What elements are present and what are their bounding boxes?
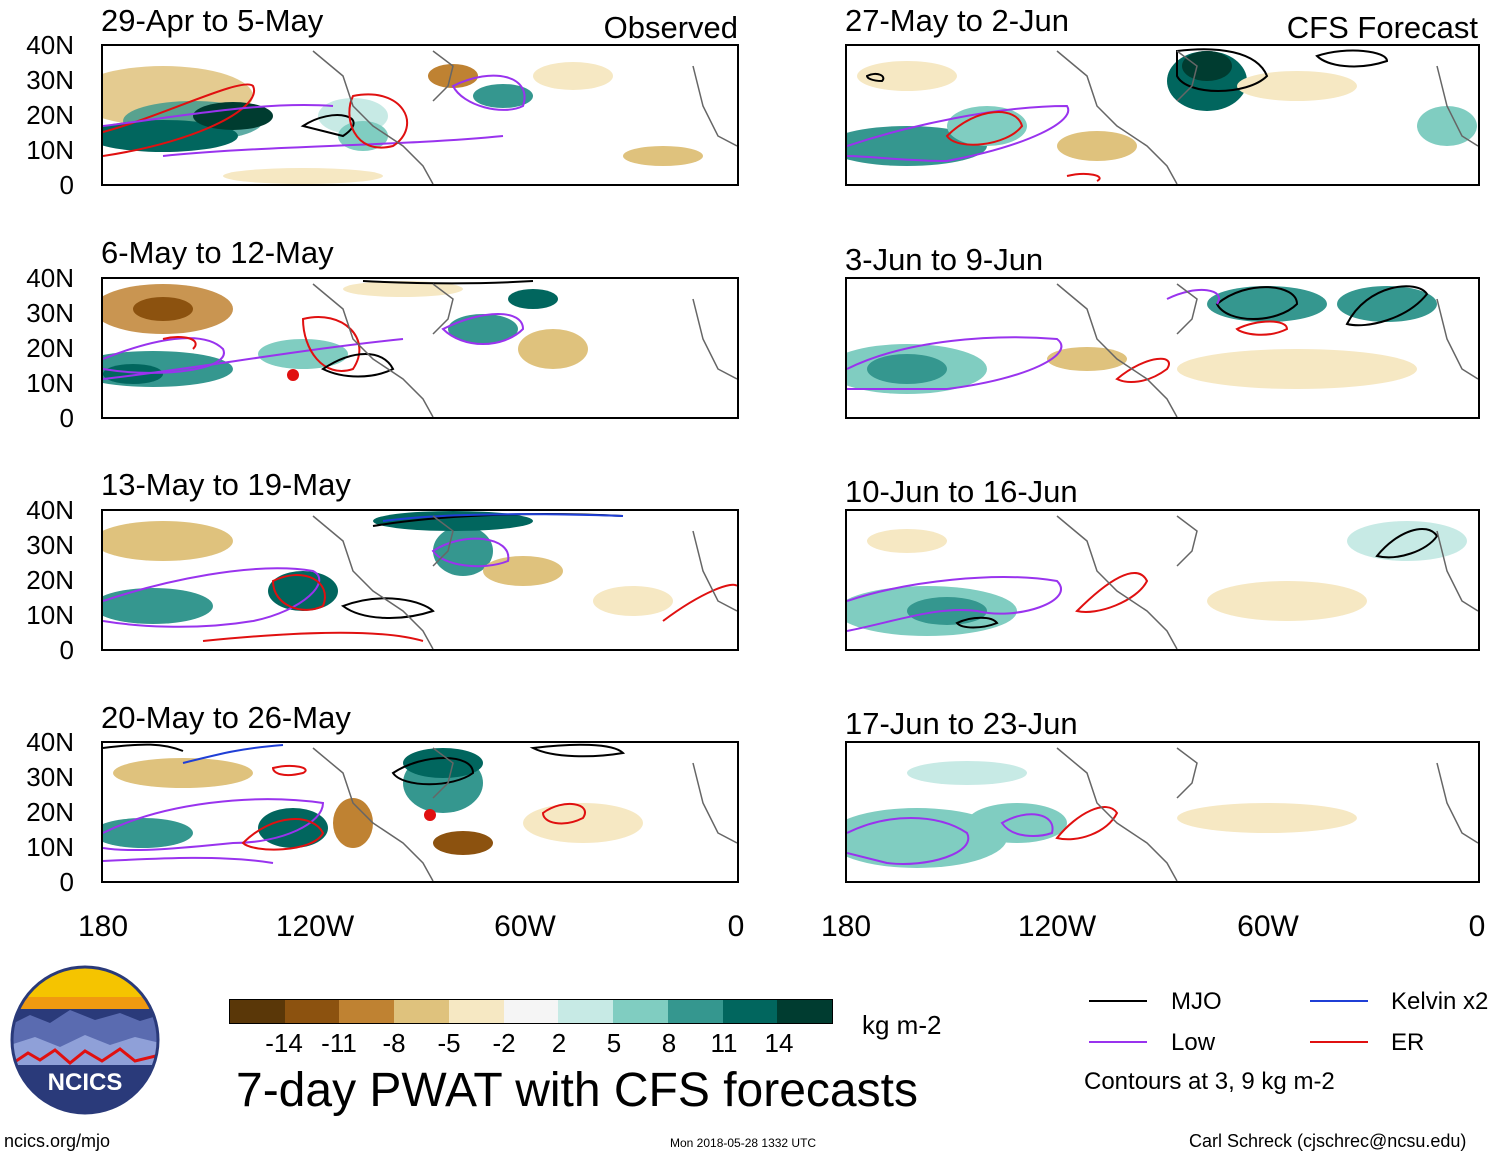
panel-title: 13-May to 19-May — [101, 467, 351, 502]
map-area — [845, 509, 1480, 651]
x-tick: 120W — [275, 910, 355, 943]
forecast-heading: CFS Forecast — [1286, 10, 1478, 45]
legend-line-low — [1089, 1041, 1147, 1043]
y-tick: 0 — [59, 635, 74, 665]
y-tick: 30N — [26, 530, 74, 560]
y-tick: 0 — [59, 170, 74, 200]
observed-heading: Observed — [603, 10, 738, 45]
colorbar-tick: 11 — [710, 1028, 738, 1058]
x-tick: 0 — [1468, 910, 1486, 943]
x-tick: 180 — [820, 910, 872, 943]
y-tick: 20N — [26, 797, 74, 827]
y-tick: 20N — [26, 333, 74, 363]
ncics-logo: NCICS — [10, 965, 160, 1115]
x-tick: 120W — [1017, 910, 1097, 943]
y-tick: 30N — [26, 65, 74, 95]
legend-line-kelvin — [1310, 1000, 1368, 1002]
colorbar-swatch — [284, 1000, 340, 1023]
map-area — [101, 741, 739, 883]
map-area — [101, 509, 739, 651]
panel-title: 20-May to 26-May — [101, 700, 351, 735]
colorbar-tick: -14 — [265, 1028, 303, 1058]
logo-text: NCICS — [48, 1069, 123, 1096]
colorbar-tick: 14 — [764, 1028, 794, 1058]
map-area — [845, 741, 1480, 883]
y-tick: 40N — [26, 30, 74, 60]
y-tick: 10N — [26, 135, 74, 165]
map-area — [845, 277, 1480, 419]
footer-website[interactable]: ncics.org/mjo — [4, 1131, 111, 1151]
y-tick: 40N — [26, 263, 74, 293]
y-tick: 20N — [26, 565, 74, 595]
y-tick: 40N — [26, 495, 74, 525]
colorbar-swatch — [339, 1000, 395, 1023]
legend-line-er — [1310, 1041, 1368, 1043]
colorbar-swatch — [722, 1000, 778, 1023]
colorbar-swatch — [777, 1000, 833, 1023]
colorbar — [229, 999, 833, 1024]
colorbar-swatch — [394, 1000, 449, 1023]
colorbar-swatch — [230, 1000, 285, 1023]
x-tick: 60W — [1237, 910, 1299, 943]
y-tick: 40N — [26, 727, 74, 757]
map-area — [845, 44, 1480, 186]
footer-timestamp: Mon 2018-05-28 1332 UTC — [670, 1136, 817, 1150]
y-tick: 20N — [26, 100, 74, 130]
y-tick: 10N — [26, 368, 74, 398]
panel-title: 10-Jun to 16-Jun — [845, 474, 1078, 509]
panel-title: 17-Jun to 23-Jun — [845, 706, 1078, 741]
legend-note: Contours at 3, 9 kg m-2 — [1084, 1068, 1335, 1095]
legend-line-mjo — [1089, 1000, 1147, 1002]
main-title: 7-day PWAT with CFS forecasts — [236, 1064, 918, 1117]
panel-title: 6-May to 12-May — [101, 235, 334, 270]
panel-title: 3-Jun to 9-Jun — [845, 242, 1044, 277]
map-area — [101, 277, 739, 419]
colorbar-tick: -2 — [492, 1028, 516, 1058]
colorbar-tick: 2 — [551, 1028, 567, 1058]
colorbar-swatch — [667, 1000, 723, 1023]
legend-label-er: ER — [1391, 1029, 1425, 1056]
legend-label-low: Low — [1171, 1029, 1216, 1056]
y-tick: 10N — [26, 832, 74, 862]
colorbar-swatch — [558, 1000, 614, 1023]
colorbar-tick: 8 — [661, 1028, 677, 1058]
legend-label-kelvin: Kelvin x2 — [1391, 988, 1489, 1015]
x-tick: 0 — [727, 910, 745, 943]
y-tick: 30N — [26, 298, 74, 328]
colorbar-swatch — [448, 1000, 504, 1023]
footer-credit: Carl Schreck (cjschrec@ncsu.edu) — [1189, 1131, 1467, 1151]
y-tick: 10N — [26, 600, 74, 630]
x-tick: 60W — [494, 910, 556, 943]
colorbar-swatch — [503, 1000, 559, 1023]
y-tick: 30N — [26, 762, 74, 792]
legend-label-mjo: MJO — [1171, 988, 1222, 1015]
colorbar-tick: -8 — [382, 1028, 406, 1058]
y-tick: 0 — [59, 867, 74, 897]
colorbar-tick: -5 — [437, 1028, 461, 1058]
colorbar-swatch — [613, 1000, 668, 1023]
panel-title: 27-May to 2-Jun — [845, 3, 1069, 38]
colorbar-units: kg m-2 — [862, 1010, 942, 1040]
x-tick: 180 — [77, 910, 129, 943]
colorbar-tick: 5 — [606, 1028, 622, 1058]
y-tick: 0 — [59, 403, 74, 433]
colorbar-tick: -11 — [321, 1028, 357, 1058]
panel-title: 29-Apr to 5-May — [101, 3, 324, 38]
map-area — [101, 44, 739, 186]
